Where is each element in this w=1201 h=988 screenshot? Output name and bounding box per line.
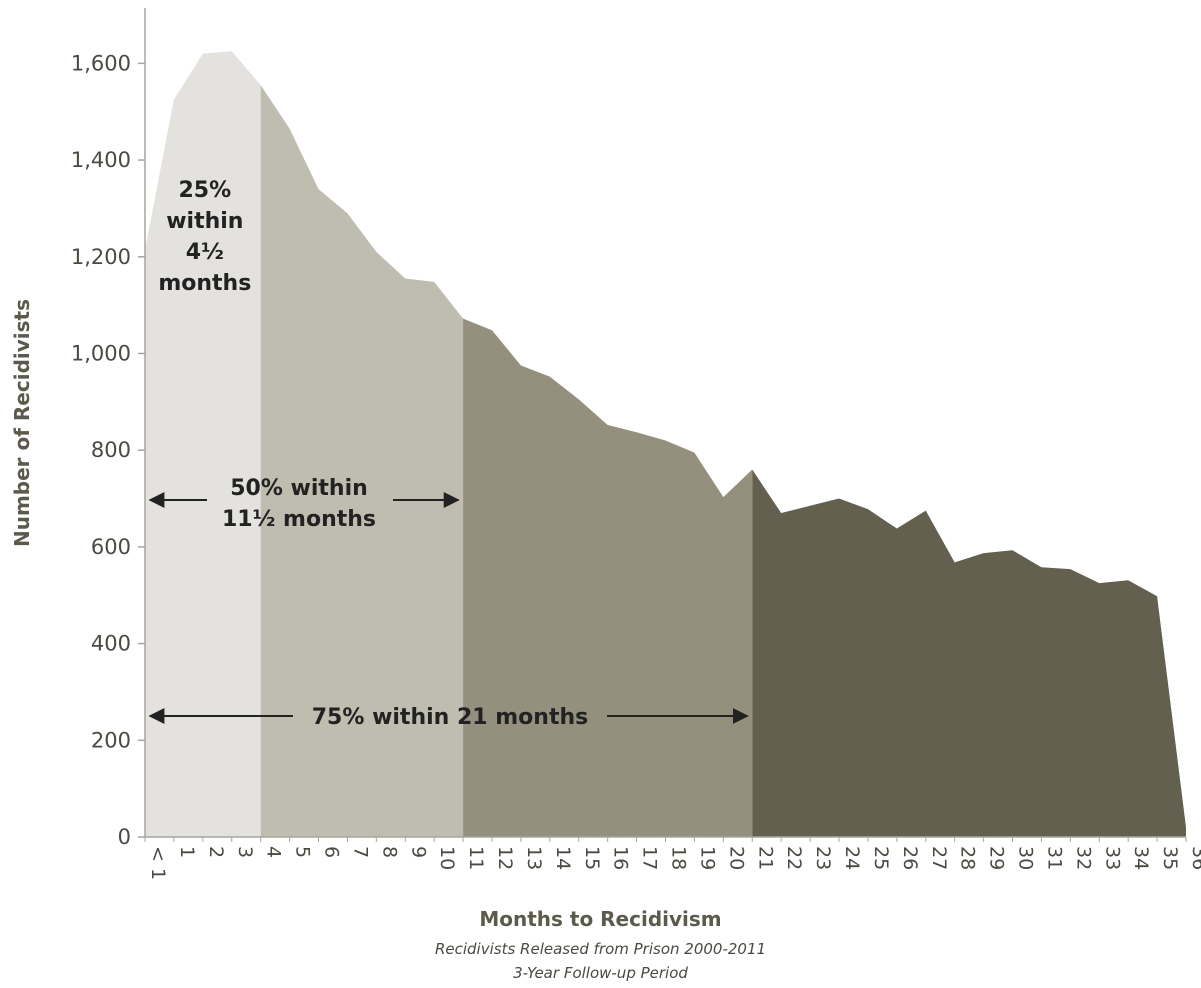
x-tick-label: 28	[957, 846, 979, 870]
annotations: 25% within 4½ months 50% within 11½ months 75%…	[148, 178, 749, 730]
annotation-50pct-line-2: 11½ months	[222, 507, 376, 532]
x-tick-label: 34	[1130, 846, 1152, 870]
y-axis-ticks: 0 200 400 600 800 1,000 1,200 1,400 1,600	[71, 51, 145, 849]
x-tick-label: 14	[552, 846, 574, 870]
x-tick-label: 25	[870, 846, 892, 870]
y-tick-label: 1,000	[71, 341, 131, 365]
annotation-50pct-line-1: 50% within	[230, 476, 368, 501]
area-band-4	[752, 469, 1186, 837]
area-bands	[145, 51, 1186, 838]
x-tick-label: 22	[783, 846, 805, 870]
x-tick-label: 5	[292, 846, 314, 858]
chart-subtitle-line-2: 3-Year Follow-up Period	[513, 964, 688, 982]
chart-subtitle-line-1: Recidivists Released from Prison 2000-20…	[434, 940, 767, 958]
x-tick-label: 35	[1159, 846, 1181, 870]
x-tick-label: 18	[668, 846, 690, 870]
y-tick-label: 600	[91, 535, 131, 559]
x-tick-label: 13	[523, 846, 545, 870]
y-tick-label: 400	[91, 632, 131, 656]
annotation-25pct-line-2: within	[166, 209, 243, 234]
y-tick-label: 1,600	[71, 51, 131, 75]
area-band-2	[260, 85, 464, 838]
x-tick-label: 26	[899, 846, 921, 870]
x-tick-label: 3	[234, 846, 256, 858]
x-tick-label: 7	[349, 846, 371, 858]
x-tick-label: 33	[1101, 846, 1123, 870]
x-tick-label: 6	[321, 846, 343, 858]
x-tick-label: 21	[754, 846, 776, 870]
y-axis-label: Number of Recidivists	[10, 299, 34, 547]
x-tick-label: 32	[1072, 846, 1094, 870]
x-tick-label: 24	[841, 846, 863, 870]
y-tick-label: 1,400	[71, 148, 131, 172]
area-band-1	[145, 51, 261, 837]
x-tick-label: 4	[263, 846, 285, 858]
x-tick-label: 10	[436, 846, 458, 870]
x-tick-label: 30	[1015, 846, 1037, 870]
x-tick-label: 1	[176, 846, 198, 858]
x-tick-label: 20	[725, 846, 747, 870]
y-tick-label: 800	[91, 438, 131, 462]
annotation-25pct-line-4: months	[158, 271, 251, 296]
x-tick-label: 11	[465, 846, 487, 870]
x-tick-label: 27	[928, 846, 950, 870]
x-tick-label: 2	[205, 846, 227, 858]
x-axis-ticks: < 1 1 2 3 4 5 6 7 8 9 10 11 12 13 14 15 16 17 18 19 20 21 22 23…	[144, 837, 1201, 880]
annotation-25pct-line-3: 4½	[186, 240, 224, 265]
x-axis-label: Months to Recidivism	[479, 907, 722, 931]
x-tick-label: < 1	[147, 846, 169, 880]
x-tick-label: 15	[581, 846, 603, 870]
x-tick-label: 12	[494, 846, 516, 870]
y-tick-label: 1,200	[71, 245, 131, 269]
x-tick-label: 16	[610, 846, 632, 870]
annotation-25pct-line-1: 25%	[178, 178, 231, 203]
y-tick-label: 0	[118, 825, 131, 849]
x-tick-label: 17	[639, 846, 661, 870]
x-tick-label: 31	[1043, 846, 1065, 870]
x-tick-label: 36	[1188, 846, 1201, 870]
area-band-3	[463, 318, 753, 837]
annotation-75pct-line-1: 75% within 21 months	[312, 705, 588, 730]
x-tick-label: 29	[986, 846, 1008, 870]
x-tick-label: 23	[812, 846, 834, 870]
y-tick-label: 200	[91, 728, 131, 752]
x-tick-label: 19	[696, 846, 718, 870]
x-tick-label: 8	[378, 846, 400, 858]
x-tick-label: 9	[407, 846, 429, 858]
